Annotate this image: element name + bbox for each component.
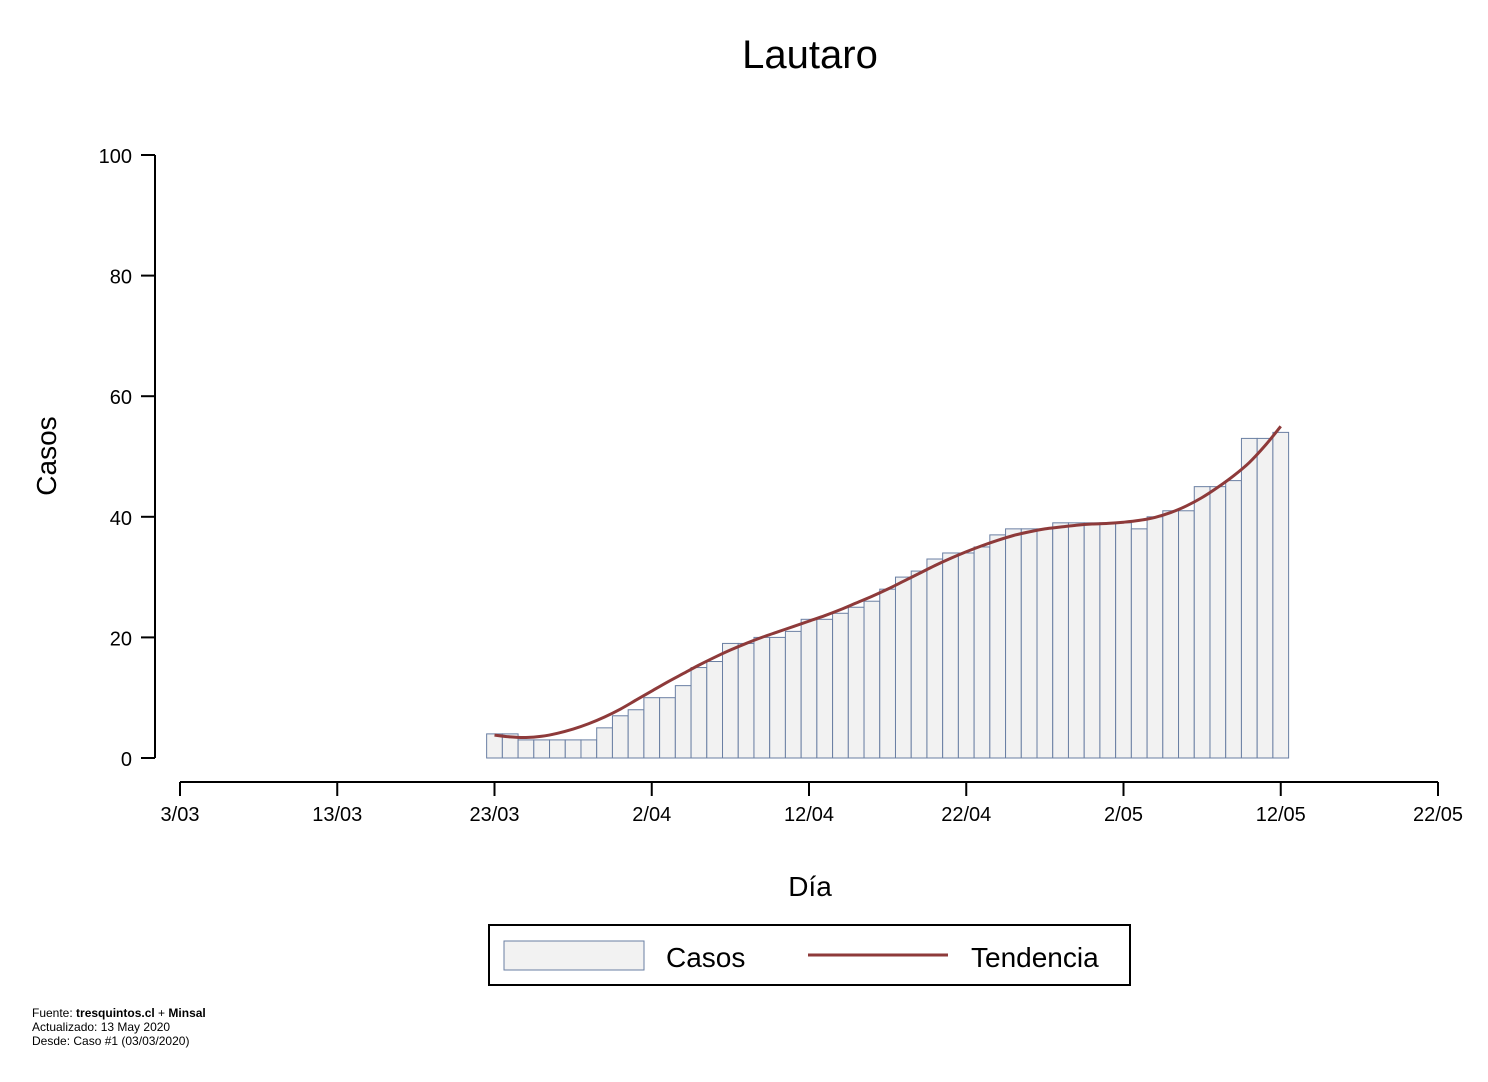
bar-casos <box>1052 522 1069 759</box>
bar-casos <box>1272 431 1290 759</box>
footer-source-separator: + <box>154 1006 169 1020</box>
bar-casos <box>1099 522 1117 759</box>
bar-casos <box>1240 437 1258 759</box>
legend-label-tendencia: Tendencia <box>971 942 1099 973</box>
bar-casos <box>517 739 535 759</box>
y-tick-label: 0 <box>121 749 132 771</box>
y-axis: 0 20 40 60 80 100 <box>99 146 156 771</box>
footer-source-link: tresquintos.cl <box>76 1006 155 1020</box>
y-tick-label: 100 <box>99 146 132 168</box>
x-tick-label: 3/03 <box>161 804 200 826</box>
bar-casos <box>674 685 692 759</box>
chart-title: Lautaro <box>742 33 878 77</box>
legend: Casos Tendencia <box>488 924 1131 986</box>
bar-casos <box>832 612 849 759</box>
bar-casos <box>800 618 818 759</box>
footer-updated: Actualizado: 13 May 2020 <box>32 1020 171 1034</box>
footer: Fuente: tresquintos.cl + Minsal Actualiz… <box>32 1006 206 1048</box>
bar-casos <box>737 642 755 759</box>
bar-casos <box>910 570 928 759</box>
bar-casos <box>973 546 991 759</box>
bar-casos <box>863 600 881 759</box>
bar-casos <box>926 558 944 759</box>
y-tick-label: 20 <box>110 628 132 650</box>
bar-casos <box>753 636 771 759</box>
x-axis-label: Día <box>788 871 832 902</box>
x-tick-label: 23/03 <box>469 804 519 826</box>
y-axis-label: Casos <box>31 416 62 495</box>
footer-source-minsal: Minsal <box>168 1006 206 1020</box>
bar-casos <box>486 733 503 759</box>
x-tick-label: 2/05 <box>1104 804 1143 826</box>
bar-casos <box>1115 522 1132 759</box>
footer-since: Desde: Caso #1 (03/03/2020) <box>32 1034 190 1048</box>
footer-source-prefix: Fuente: <box>32 1006 77 1020</box>
bar-casos <box>627 709 645 759</box>
bar-casos <box>769 636 786 759</box>
bar-casos <box>706 661 724 759</box>
bar-casos <box>847 606 865 759</box>
x-tick-label: 22/05 <box>1413 804 1463 826</box>
bar-casos <box>816 618 834 759</box>
bar-casos <box>533 739 551 759</box>
bar-casos <box>894 576 912 759</box>
bar-casos <box>1036 528 1054 759</box>
bar-casos <box>659 697 676 759</box>
legend-swatch-casos <box>503 940 645 971</box>
y-tick-label: 60 <box>110 387 132 409</box>
bar-casos <box>1225 480 1242 759</box>
bar-casos <box>580 739 598 759</box>
footer-source: Fuente: tresquintos.cl + Minsal <box>32 1006 206 1020</box>
bar-casos <box>1162 510 1180 759</box>
bar-casos <box>1256 437 1274 759</box>
y-tick-label: 80 <box>110 267 132 289</box>
bar-casos <box>611 715 629 759</box>
x-tick-label: 2/04 <box>632 804 671 826</box>
x-tick-label: 12/05 <box>1256 804 1306 826</box>
legend-label-casos: Casos <box>666 942 745 973</box>
trend-line <box>494 425 1282 740</box>
bar-casos <box>879 588 896 759</box>
bar-casos <box>596 727 613 759</box>
y-tick-label: 40 <box>110 508 132 530</box>
bar-casos <box>1005 528 1022 759</box>
bar-casos <box>690 667 708 759</box>
bar-casos <box>1146 516 1164 759</box>
bar-casos <box>549 739 566 759</box>
bar-casos <box>989 534 1007 759</box>
bar-casos <box>1209 486 1227 759</box>
bar-casos <box>1067 522 1085 759</box>
bar-casos <box>1193 486 1211 759</box>
x-tick-label: 22/04 <box>941 804 991 826</box>
bar-casos <box>1130 528 1148 759</box>
bar-casos <box>957 552 975 759</box>
bar-casos <box>1178 510 1195 759</box>
bar-casos <box>942 552 959 759</box>
bar-casos <box>1020 528 1038 759</box>
x-tick-label: 12/04 <box>784 804 834 826</box>
bar-casos <box>643 697 661 759</box>
bar-casos <box>722 642 739 759</box>
bar-casos <box>784 630 802 759</box>
plot-bars <box>486 431 1290 759</box>
bar-casos <box>1083 522 1101 759</box>
x-axis: 3/03 13/03 23/03 2/04 12/04 22/04 2/05 12/05 22/… <box>161 781 1463 826</box>
bar-casos <box>564 739 582 759</box>
x-tick-label: 13/03 <box>312 804 362 826</box>
